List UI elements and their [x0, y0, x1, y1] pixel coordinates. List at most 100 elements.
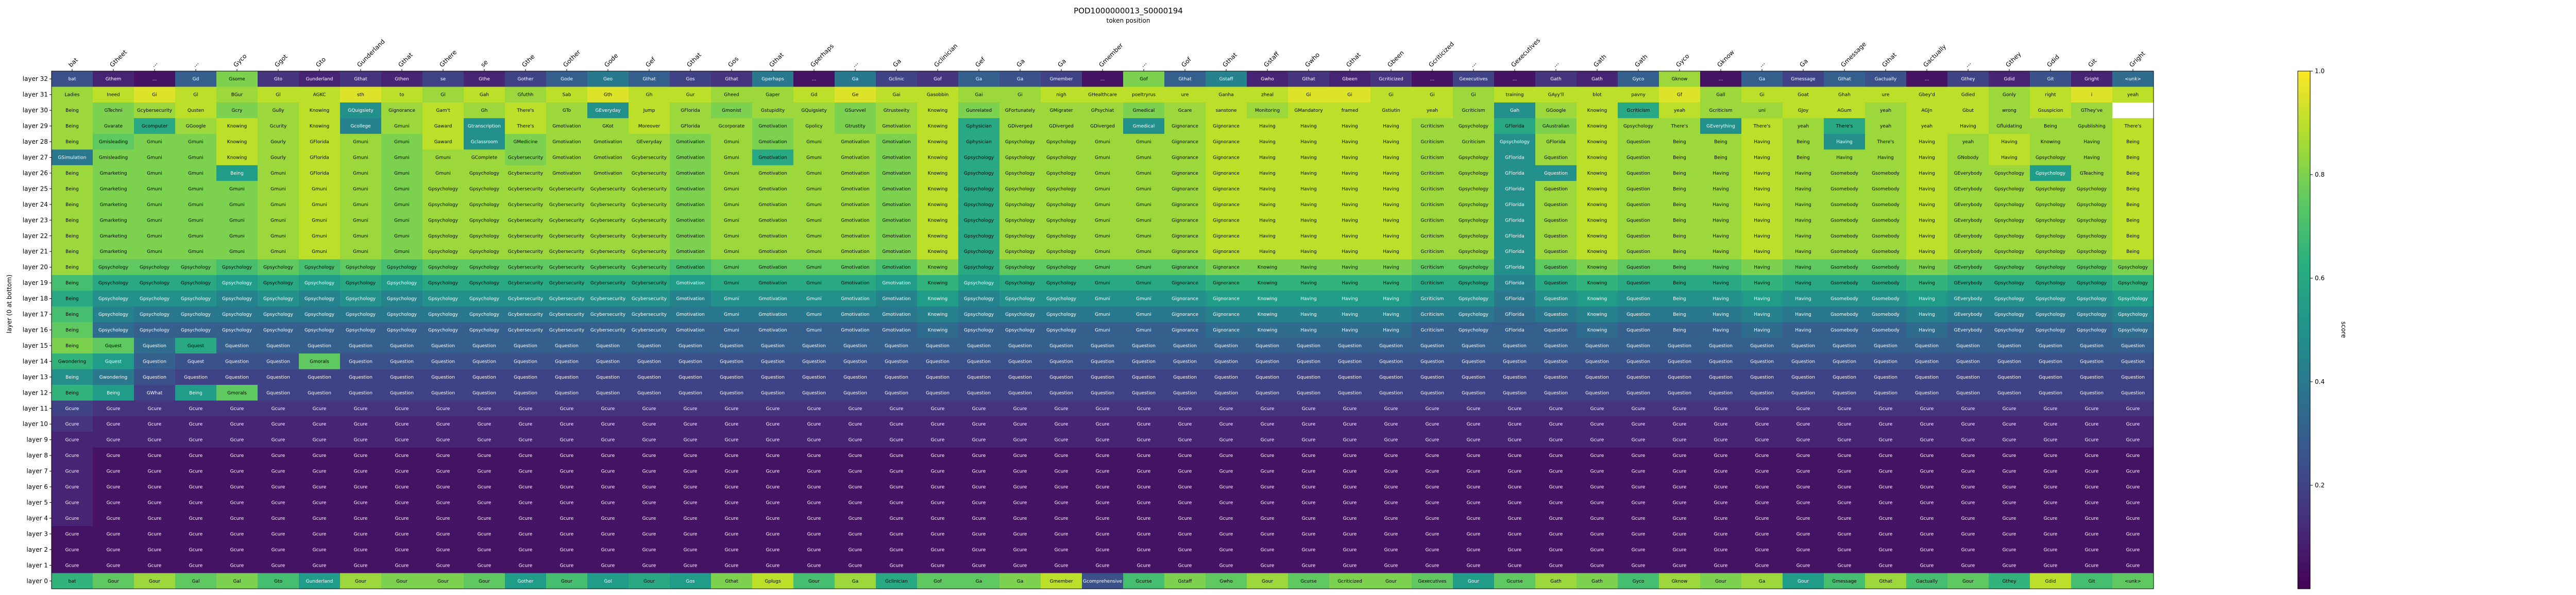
- heatmap-cell-label: Having: [2083, 156, 2100, 161]
- heatmap-cell-label: Gully: [272, 108, 284, 113]
- heatmap-cell-label: Gcriticism: [1462, 108, 1485, 113]
- heatmap-cell: [2030, 259, 2072, 276]
- heatmap-cell: [93, 181, 134, 197]
- heatmap-cell-label: Gquestion: [1297, 390, 1320, 396]
- heatmap-cell-label: Gpsychology: [428, 218, 459, 223]
- heatmap-cell: [1247, 196, 1289, 213]
- heatmap-cell-label: Gpsychology: [469, 312, 500, 317]
- heatmap-cell: [1824, 212, 1866, 228]
- heatmap-cell: [381, 181, 423, 197]
- heatmap-cell-label: Knowing: [928, 312, 947, 317]
- heatmap-cell-label: Ghah: [1838, 93, 1851, 98]
- x-tick-label: Gode: [603, 52, 619, 69]
- heatmap-cell-label: Gur: [686, 93, 695, 98]
- heatmap-cell-label: Gcure: [766, 516, 780, 521]
- heatmap-cell: [1906, 196, 1948, 213]
- heatmap-cell: [1947, 71, 1989, 87]
- heatmap-cell-label: Gcure: [931, 422, 945, 427]
- heatmap-cell-label: Having: [1919, 156, 1935, 161]
- heatmap-cell-label: Gcure: [478, 406, 492, 412]
- heatmap-cell-label: Gcriticism: [1420, 312, 1444, 317]
- heatmap-cell-label: Gcure: [1590, 469, 1604, 474]
- heatmap-cell: [134, 71, 176, 87]
- heatmap-cell: [2112, 71, 2154, 87]
- heatmap-cell-label: Gpsychology: [428, 265, 459, 270]
- heatmap-cell: [1412, 102, 1453, 118]
- heatmap-cell: [958, 133, 1000, 150]
- heatmap-cell: [546, 87, 588, 103]
- heatmap-cell-label: Gcure: [1302, 406, 1316, 412]
- heatmap-cell: [1247, 149, 1289, 166]
- heatmap-cell-label: Gcure: [766, 563, 780, 568]
- heatmap-cell-label: Gcure: [65, 532, 79, 537]
- heatmap-cell-label: Gquestion: [1626, 328, 1650, 333]
- heatmap-cell-label: sth: [357, 93, 364, 98]
- heatmap-cell: [1494, 196, 1536, 213]
- heatmap-cell-label: Gmuni: [806, 186, 822, 192]
- heatmap-cell-label: Gi: [1471, 93, 1476, 98]
- heatmap-cell-label: Gcure: [1755, 501, 1769, 506]
- heatmap-cell-label: Gcure: [1632, 469, 1646, 474]
- heatmap-cell-label: Gquestion: [1049, 390, 1073, 396]
- heatmap-cell: [876, 133, 918, 150]
- heatmap-cell-label: Gquestion: [1297, 344, 1320, 349]
- heatmap-cell-label: Gmarketing: [100, 218, 127, 223]
- heatmap-cell-label: Gcure: [1920, 438, 1934, 443]
- heatmap-cell: [464, 259, 505, 276]
- heatmap-cell-label: Gcure: [230, 406, 244, 412]
- heatmap-cell-label: Gcurse: [1136, 579, 1152, 584]
- heatmap-cell-label: Gvarate: [104, 124, 123, 129]
- heatmap-cell-label: Having: [1713, 328, 1729, 333]
- heatmap-cell-label: Gquestion: [1915, 390, 1939, 396]
- heatmap-cell-label: Gcure: [849, 438, 862, 443]
- heatmap-cell-label: Gcure: [1096, 501, 1110, 506]
- heatmap-cell: [1164, 118, 1206, 134]
- heatmap-cell: [1947, 149, 1989, 166]
- heatmap-cell-label: Gcure: [1632, 406, 1646, 412]
- heatmap-cell-label: Gpsychology: [1994, 171, 2025, 176]
- heatmap-cell-label: GQuigsiety: [801, 108, 827, 113]
- heatmap-cell-label: Gquestion: [1626, 390, 1650, 396]
- y-tick-label: layer 24: [23, 201, 48, 208]
- heatmap-cell-label: Gquestion: [637, 344, 661, 349]
- heatmap-cell-label: Gmotivation: [882, 297, 910, 302]
- heatmap-cell-label: Gquestion: [1049, 344, 1073, 349]
- heatmap-cell: [1947, 118, 1989, 134]
- heatmap-cell: [546, 259, 588, 276]
- heatmap-cell-label: GFlorida: [1505, 312, 1524, 317]
- heatmap-cell-label: Gcure: [560, 422, 574, 427]
- heatmap-cell: [1453, 87, 1495, 103]
- heatmap-cell-label: Gcure: [1714, 563, 1728, 568]
- heatmap-cell-label: Gmotivation: [841, 234, 869, 239]
- heatmap-cell-label: Gcure: [65, 485, 79, 490]
- heatmap-cell-label: Gcure: [1549, 406, 1563, 412]
- heatmap-cell-label: Having: [1795, 234, 1811, 239]
- heatmap-cell-label: Gquestion: [1997, 375, 2021, 380]
- heatmap-cell-label: Gcure: [560, 469, 574, 474]
- heatmap-cell: [422, 259, 464, 276]
- heatmap-cell-label: Gclassroom: [471, 140, 498, 145]
- heatmap-cell-label: Gcure: [2085, 548, 2099, 553]
- heatmap-cell-label: Gmuni: [1136, 156, 1151, 161]
- heatmap-cell-label: Gmuni: [724, 171, 739, 176]
- heatmap-cell-label: Gignorance: [1172, 156, 1198, 161]
- heatmap-cell: [1412, 118, 1453, 134]
- heatmap-cell: [1989, 212, 2030, 228]
- heatmap-cell-label: Gcure: [519, 563, 533, 568]
- heatmap-cell-label: Gcure: [560, 485, 574, 490]
- heatmap-cell-label: Gquestion: [596, 390, 620, 396]
- heatmap-cell-label: Gcure: [65, 469, 79, 474]
- x-tick-label: ...: [1468, 59, 1478, 69]
- heatmap-cell-label: Gcybersecurity: [508, 218, 544, 223]
- heatmap-cell-label: Gcure: [1426, 501, 1439, 506]
- heatmap-cell: [381, 212, 423, 228]
- heatmap-cell-label: Gquestion: [1709, 344, 1733, 349]
- heatmap-cell-label: GFlorida: [1505, 156, 1524, 161]
- x-tick-label: Gof: [1180, 56, 1193, 69]
- heatmap-cell-label: Gcure: [601, 485, 615, 490]
- heatmap-cell: [2030, 71, 2072, 87]
- x-tick-label: Gtheet: [108, 48, 128, 69]
- heatmap-cell-label: Gpsychology: [1459, 156, 1489, 161]
- heatmap-cell-label: Having: [1300, 124, 1317, 129]
- heatmap-cell-label: Gcure: [1137, 563, 1151, 568]
